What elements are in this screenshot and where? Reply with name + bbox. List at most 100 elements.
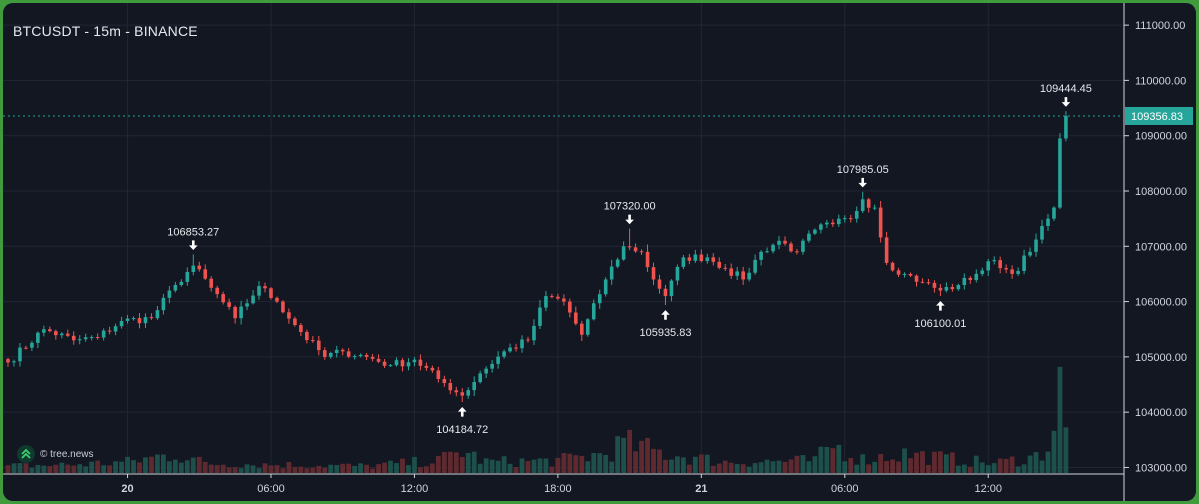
candle	[95, 333, 100, 340]
candle-body	[831, 222, 835, 225]
volume-bar	[561, 453, 567, 473]
candle-body	[358, 354, 363, 357]
volume-bar	[304, 468, 310, 473]
candle	[143, 313, 148, 329]
volume-bar	[675, 456, 680, 473]
candle	[693, 249, 698, 263]
volume-bar	[1033, 452, 1039, 473]
candle	[203, 264, 208, 280]
volume-bar	[1009, 456, 1015, 473]
candle-body	[293, 318, 297, 326]
annotation: 106853.27	[167, 226, 219, 251]
candle	[723, 263, 728, 271]
candle	[801, 238, 805, 255]
volume-bar	[776, 460, 782, 473]
candle-body	[191, 265, 196, 272]
candle-body	[639, 251, 644, 253]
candlestick-chart[interactable]: 106853.27 104184.72 107320.00 105935.83 1079…	[3, 3, 1196, 501]
annotation: 106100.01	[914, 301, 966, 330]
candle	[48, 326, 52, 333]
volume-bar	[746, 466, 752, 473]
candle	[765, 247, 769, 254]
candle-body	[364, 354, 369, 357]
volume-bar	[734, 463, 740, 473]
candle	[346, 348, 351, 359]
candle	[364, 352, 369, 361]
volume-bar	[920, 451, 925, 473]
candle	[795, 248, 799, 255]
candle	[406, 358, 411, 371]
volume-bar	[938, 451, 943, 473]
down-arrow-icon	[858, 177, 868, 188]
candle-body	[101, 330, 106, 338]
price-annotations: 106853.27 104184.72 107320.00 105935.83 1079…	[167, 83, 1092, 436]
candle	[227, 298, 231, 310]
volume-bar	[603, 454, 609, 473]
candle-body	[400, 360, 405, 367]
volume-bar	[513, 467, 519, 473]
volume-bar	[29, 467, 35, 473]
volume-bar	[131, 460, 136, 473]
volume-bar	[716, 463, 722, 473]
volume-bar	[161, 454, 166, 473]
candle	[526, 336, 530, 343]
volume-bar	[752, 463, 758, 473]
candle	[1052, 206, 1056, 222]
volume-bar	[507, 463, 513, 473]
candle-body	[544, 296, 548, 308]
volume-bar	[501, 456, 507, 473]
candle-body	[974, 273, 979, 280]
volume-bar	[788, 459, 794, 473]
candle-body	[12, 361, 16, 363]
volume-bar	[435, 455, 441, 473]
chart-frame: 106853.27 104184.72 107320.00 105935.83 1079…	[3, 3, 1196, 501]
candle	[36, 331, 40, 349]
candle-body	[436, 370, 441, 379]
candle	[173, 281, 178, 293]
volume-bar	[101, 465, 107, 473]
candle-body	[83, 337, 88, 340]
candle-body	[30, 342, 34, 348]
time-axis[interactable]: 20 06:00 12:00 18:00 21 06:00 12:00	[121, 474, 1002, 495]
candle	[299, 323, 303, 337]
volume-bar	[459, 457, 465, 473]
candle	[651, 262, 656, 286]
annotation-label: 109444.45	[1040, 83, 1092, 95]
price-axis[interactable]: 111000.00 110000.00 109000.00 108000.00 1070…	[1124, 20, 1187, 474]
candle	[460, 388, 465, 402]
volume-bar	[710, 465, 716, 473]
price-tick-label: 109000.00	[1135, 131, 1187, 143]
candle-body	[161, 297, 166, 311]
candle-body	[167, 290, 172, 298]
volume-bar	[519, 458, 525, 473]
candle	[311, 336, 315, 343]
candle-body	[926, 282, 931, 284]
volume-bar	[441, 451, 447, 473]
candle-body	[299, 325, 303, 332]
last-price-text: 109356.83	[1131, 111, 1183, 123]
candle-body	[317, 340, 321, 351]
candle-body	[932, 282, 937, 288]
candle-body	[1046, 218, 1050, 226]
candle-body	[340, 349, 345, 352]
candle	[54, 329, 58, 340]
candle	[884, 231, 889, 266]
candle	[705, 253, 710, 264]
candle	[269, 286, 273, 300]
candle	[1046, 213, 1050, 231]
candle	[191, 254, 196, 276]
candle	[1004, 264, 1008, 274]
candle	[514, 343, 518, 352]
candle	[125, 315, 130, 324]
candle-body	[627, 246, 632, 248]
volume-bar	[364, 464, 370, 473]
candle	[131, 316, 136, 321]
candle	[944, 282, 949, 293]
candle-body	[466, 390, 471, 396]
candle	[394, 357, 399, 367]
volume-bar	[370, 468, 375, 473]
volume-bar	[1063, 427, 1069, 473]
candle-body	[406, 362, 411, 367]
volume-bar	[621, 437, 627, 473]
volume-bar	[836, 444, 842, 473]
